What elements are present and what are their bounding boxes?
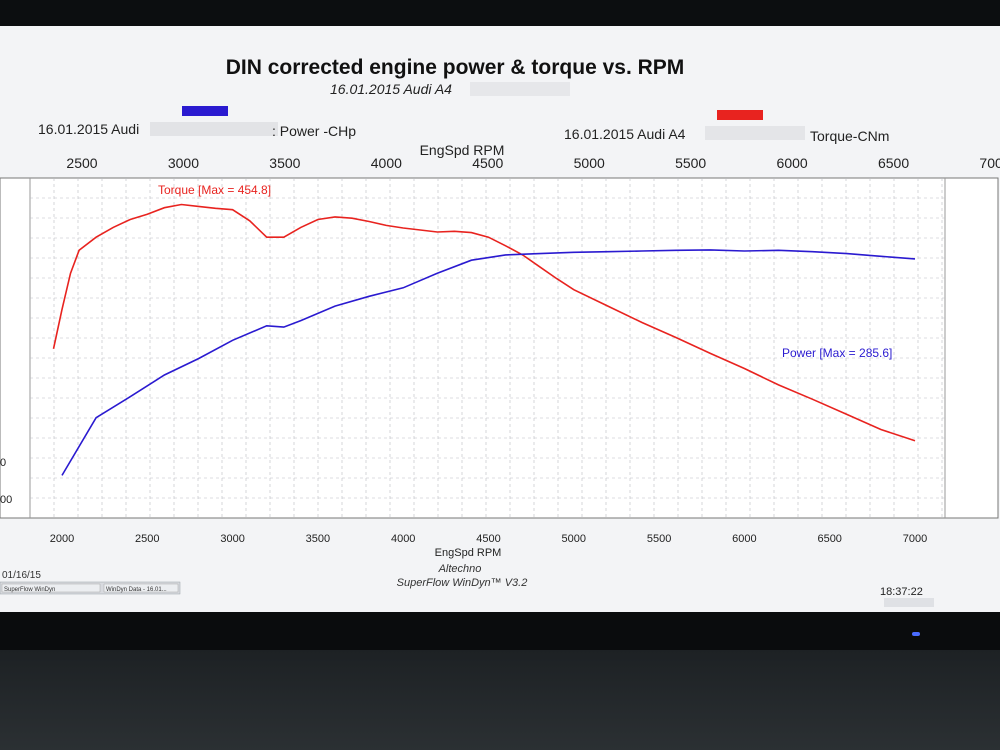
- bottom-axis-tick-label: 5500: [647, 533, 671, 545]
- top-axis-tick-label: 6000: [777, 155, 808, 171]
- bottom-axis-tick-label: 3500: [306, 533, 330, 545]
- bottom-axis-tick-label: 6500: [817, 533, 841, 545]
- bottom-axis-label: EngSpd RPM: [435, 547, 502, 559]
- power-led-icon: [912, 632, 920, 636]
- grid-lines: [30, 178, 945, 518]
- print-time: 18:37:22: [880, 586, 923, 598]
- power-max-annotation: Power [Max = 285.6]: [782, 346, 892, 360]
- torque-legend-swatch: [717, 110, 763, 120]
- print-date: 01/16/15: [2, 570, 41, 581]
- top-axis-label: EngSpd RPM: [420, 142, 505, 158]
- top-axis-tick-label: 3000: [168, 155, 199, 171]
- monitor-bezel-top: [0, 0, 1000, 26]
- chart-title: DIN corrected engine power & torque vs. …: [226, 56, 685, 79]
- vendor-label: Altechno: [438, 563, 482, 575]
- redacted-block: [470, 82, 570, 96]
- power-series-line: [61, 249, 916, 476]
- power-legend-swatch: [182, 106, 228, 116]
- taskbar-item[interactable]: [1, 583, 101, 593]
- torque-legend-date: 16.01.2015 Audi A4: [564, 126, 686, 142]
- dyno-chart: DIN corrected engine power & torque vs. …: [0, 56, 1000, 607]
- taskbar-item-label: SuperFlow WinDyn: [4, 587, 55, 593]
- top-axis-tick-label: 3500: [269, 155, 300, 171]
- bottom-axis-tick-label: 2500: [135, 533, 159, 545]
- top-axis-tick-label: 5000: [574, 155, 605, 171]
- tray-area: [884, 598, 934, 607]
- redacted-block: [150, 122, 278, 136]
- taskbar-item-label: WinDyn Data - 16.01...: [106, 587, 167, 593]
- bottom-axis-ticks: 2000 2500 3000 3500 4000 4500 5000 5500 6000 6500…: [50, 533, 927, 545]
- chart-subtitle: 16.01.2015 Audi A4: [330, 81, 452, 97]
- top-axis-tick-label: 2500: [66, 155, 97, 171]
- torque-series-line: [52, 203, 916, 442]
- desk-surface: [0, 650, 1000, 750]
- redacted-block: [705, 126, 805, 140]
- top-axis-tick-label: 6500: [878, 155, 909, 171]
- left-edge-tick: 0: [0, 457, 6, 469]
- top-axis-ticks: 2500 3000 3500 4000 4500 5000 5500 6000 6500 7000: [66, 155, 1000, 171]
- power-legend-date: 16.01.2015 Audi: [38, 121, 139, 137]
- torque-legend-label: Torque-CNm: [810, 128, 889, 144]
- software-label: SuperFlow WinDyn™ V3.2: [397, 577, 528, 589]
- monitor-bezel-bottom: [0, 612, 1000, 650]
- bottom-axis-tick-label: 7000: [903, 533, 927, 545]
- power-legend-label: : Power -CHp: [272, 123, 356, 139]
- taskbar-item[interactable]: [103, 583, 179, 593]
- top-axis-tick-label: 7000: [979, 155, 1000, 171]
- bottom-axis-tick-label: 2000: [50, 533, 74, 545]
- bottom-axis-tick-label: 3000: [220, 533, 244, 545]
- left-edge-tick: 00: [0, 494, 12, 506]
- torque-max-annotation: Torque [Max = 454.8]: [158, 183, 271, 197]
- plot-area: [0, 177, 999, 519]
- dyno-screen: DIN corrected engine power & torque vs. …: [0, 26, 1000, 612]
- top-axis-tick-label: 5500: [675, 155, 706, 171]
- bottom-axis-tick-label: 6000: [732, 533, 756, 545]
- bottom-axis-tick-label: 4000: [391, 533, 415, 545]
- top-axis-tick-label: 4500: [472, 155, 503, 171]
- bottom-axis-tick-label: 5000: [562, 533, 586, 545]
- top-axis-tick-label: 4000: [371, 155, 402, 171]
- bottom-axis-tick-label: 4500: [476, 533, 500, 545]
